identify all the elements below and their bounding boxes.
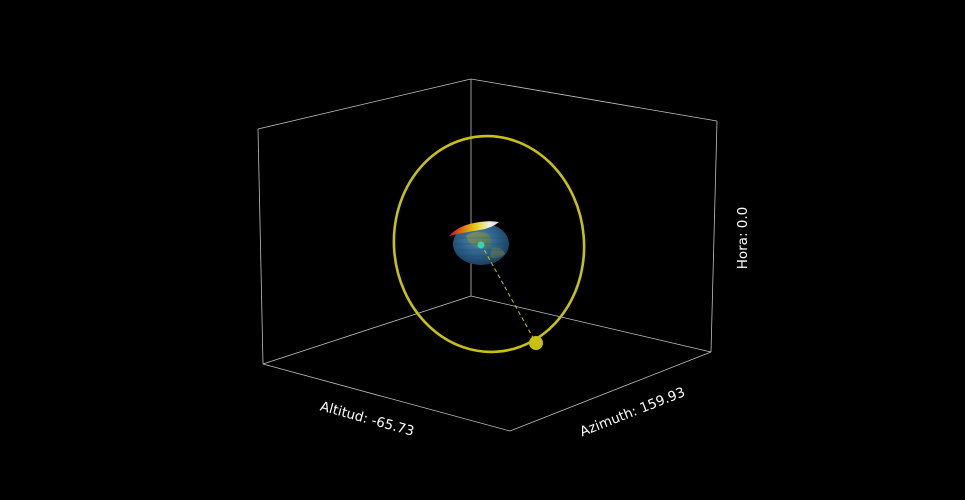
box-edge bbox=[257, 128, 264, 365]
sun-orbit bbox=[392, 134, 586, 354]
box-edge bbox=[257, 78, 472, 130]
observer-marker bbox=[477, 241, 485, 249]
earth-polar-cap bbox=[449, 221, 499, 236]
altitude-label: Altitud: -65.73 bbox=[318, 399, 416, 440]
axis-box bbox=[257, 78, 718, 432]
azimuth-label: Azimuth: 159.93 bbox=[578, 384, 688, 440]
box-edge bbox=[262, 363, 511, 432]
earth-land-patch bbox=[466, 232, 492, 248]
sun-marker bbox=[529, 336, 543, 350]
box-edge bbox=[262, 295, 472, 365]
box-edge bbox=[710, 120, 718, 353]
hour-label: Hora: 0.0 bbox=[735, 207, 751, 270]
box-edge bbox=[470, 295, 712, 353]
box-edge bbox=[470, 78, 718, 122]
earth-land-patch bbox=[490, 247, 505, 258]
sun-direction-line bbox=[480, 243, 537, 344]
box-edge bbox=[509, 351, 712, 432]
